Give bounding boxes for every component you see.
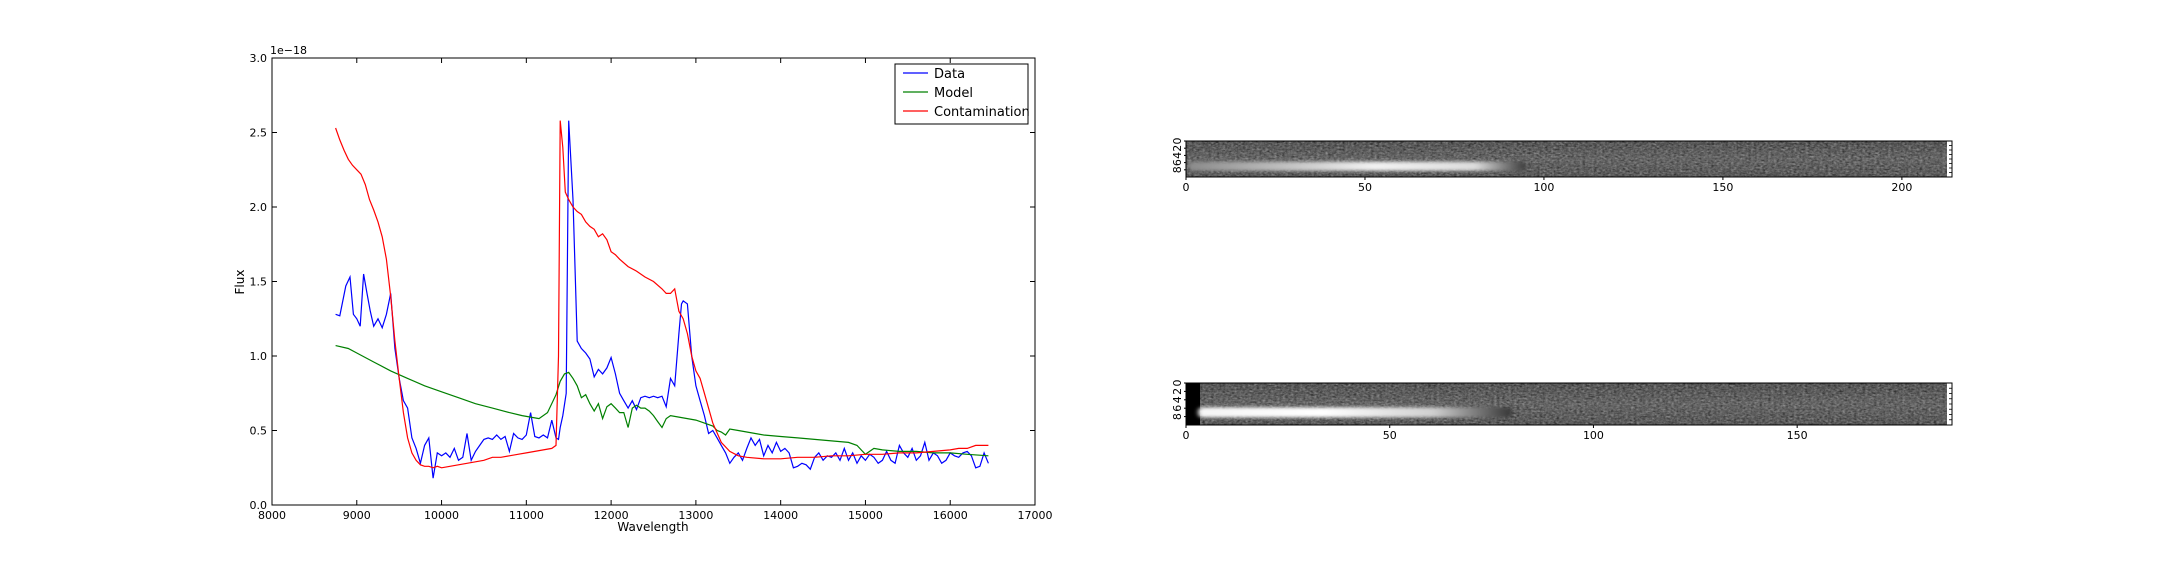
image-x-tick-label: 150 xyxy=(1712,181,1733,194)
image-1-noise xyxy=(1186,141,1952,177)
x-tick-label: 17000 xyxy=(1018,509,1053,522)
x-tick-label: 10000 xyxy=(424,509,459,522)
image-1-trace xyxy=(1188,161,1527,171)
image-x-tick-label: 0 xyxy=(1183,181,1190,194)
x-axis-label: Wavelength xyxy=(617,520,688,534)
x-tick-label: 14000 xyxy=(763,509,798,522)
legend-label-data: Data xyxy=(934,67,965,82)
legend-label-model: Model xyxy=(934,86,973,101)
image-2-trace xyxy=(1198,407,1512,418)
legend-box xyxy=(894,63,1029,125)
image-x-tick-label: 0 xyxy=(1183,429,1190,442)
image-y-tick-label: 6 xyxy=(1171,159,1184,166)
y-tick-label: 2.5 xyxy=(250,127,268,140)
image-y-tick-label: 8 xyxy=(1171,166,1184,173)
legend: Data Model Contamination xyxy=(894,63,1030,125)
image-y-tick-label: 6 xyxy=(1171,405,1184,412)
y-scale-label: 1e−18 xyxy=(270,44,307,57)
y-tick-label: 0.5 xyxy=(250,425,268,438)
x-tick-label: 16000 xyxy=(933,509,968,522)
x-tick-label: 15000 xyxy=(848,509,883,522)
y-tick-label: 1.0 xyxy=(250,350,268,363)
series-line-data xyxy=(335,120,989,479)
image-y-tick-label: 2 xyxy=(1171,388,1184,395)
legend-label-contamination: Contamination xyxy=(934,105,1030,120)
image-y-tick-label: 4 xyxy=(1171,152,1184,159)
x-tick-label: 13000 xyxy=(678,509,713,522)
image-x-tick-label: 100 xyxy=(1583,429,1604,442)
image-x-tick-label: 150 xyxy=(1787,429,1808,442)
x-tick-label: 12000 xyxy=(594,509,629,522)
image-2-left-edge xyxy=(1186,383,1200,425)
y-tick-label: 1.5 xyxy=(250,276,268,289)
image-y-tick-label: 4 xyxy=(1171,396,1184,403)
image-y-tick-label: 0 xyxy=(1171,380,1184,387)
x-tick-label: 9000 xyxy=(343,509,371,522)
y-axis-label: Flux xyxy=(233,270,247,295)
x-tick-label: 11000 xyxy=(509,509,544,522)
series-line-contamination xyxy=(335,120,989,469)
series-line-model xyxy=(335,345,989,457)
image-2-noise xyxy=(1186,383,1952,425)
image-y-tick-label: 0 xyxy=(1171,138,1184,145)
image-x-tick-label: 50 xyxy=(1358,181,1372,194)
y-tick-label: 2.0 xyxy=(250,201,268,214)
image-y-tick-label: 8 xyxy=(1171,413,1184,420)
image-x-tick-label: 50 xyxy=(1383,429,1397,442)
y-tick-label: 0.0 xyxy=(250,499,268,512)
image-x-tick-label: 100 xyxy=(1533,181,1554,194)
y-tick-label: 3.0 xyxy=(250,52,268,65)
spectrum-chart: 8000 9000 10000 11000 12000 13000 14000 15000 16… xyxy=(233,44,1053,534)
image-y-tick-label: 2 xyxy=(1171,145,1184,152)
image-x-tick-label: 200 xyxy=(1891,181,1912,194)
x-tick-label: 8000 xyxy=(258,509,286,522)
